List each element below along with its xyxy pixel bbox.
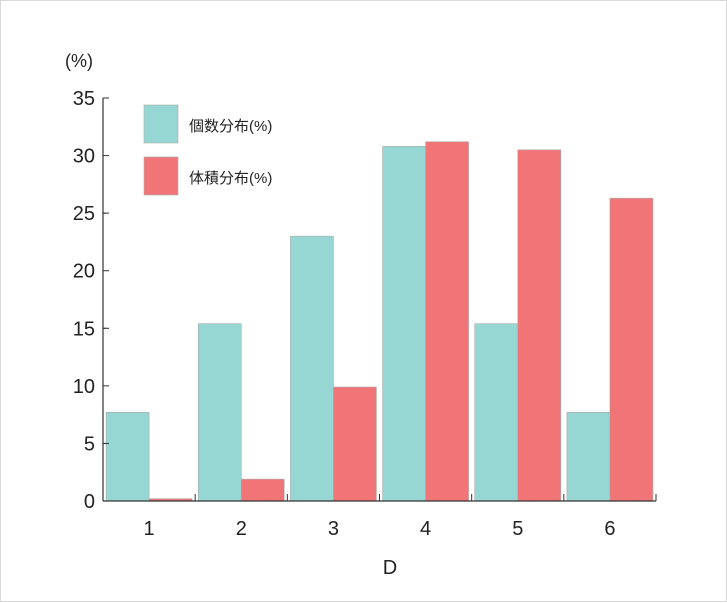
y-tick-label: 0: [84, 491, 95, 513]
y-axis-unit-label: (%): [65, 51, 93, 71]
axes-layer: 0 5 10 15 20 25 30 35 1 2 3 4 5 6: [73, 88, 657, 540]
bars-layer: [105, 141, 654, 502]
bar-series2-cat5: [517, 149, 562, 502]
bar-series1-cat5: [474, 323, 519, 502]
bar-series2-cat6: [609, 197, 654, 502]
bar-series1-cat1: [105, 412, 150, 502]
x-tick-label: 1: [144, 518, 155, 540]
x-tick-label: 6: [604, 518, 615, 540]
bar-series2-cat3: [333, 386, 377, 502]
x-axis-label: D: [383, 557, 397, 579]
y-tick-label: 10: [73, 376, 95, 398]
x-tick-label: 3: [328, 518, 339, 540]
y-tick-label: 35: [73, 88, 95, 110]
legend: 個数分布(%) 体積分布(%): [143, 104, 272, 196]
bar-series1-cat6: [566, 412, 611, 502]
bar-series1-cat3: [290, 235, 334, 502]
y-tick-label: 5: [84, 433, 95, 455]
x-tick-label: 5: [512, 518, 523, 540]
legend-label-2: 体積分布(%): [189, 170, 272, 187]
legend-swatch-1: [143, 104, 179, 144]
bar-series2-cat2: [240, 478, 285, 502]
bar-series2-cat4: [425, 141, 469, 502]
x-tick-label: 2: [236, 518, 247, 540]
y-tick-label: 20: [73, 261, 95, 283]
y-tick-label: 30: [73, 146, 95, 168]
x-tick-label: 4: [420, 518, 431, 540]
bar-series1-cat2: [197, 323, 242, 502]
legend-label-1: 個数分布(%): [189, 118, 272, 135]
y-tick-label: 15: [73, 318, 95, 340]
y-tick-label: 25: [73, 203, 95, 225]
bar-series1-cat4: [382, 146, 426, 502]
legend-swatch-2: [143, 156, 179, 196]
